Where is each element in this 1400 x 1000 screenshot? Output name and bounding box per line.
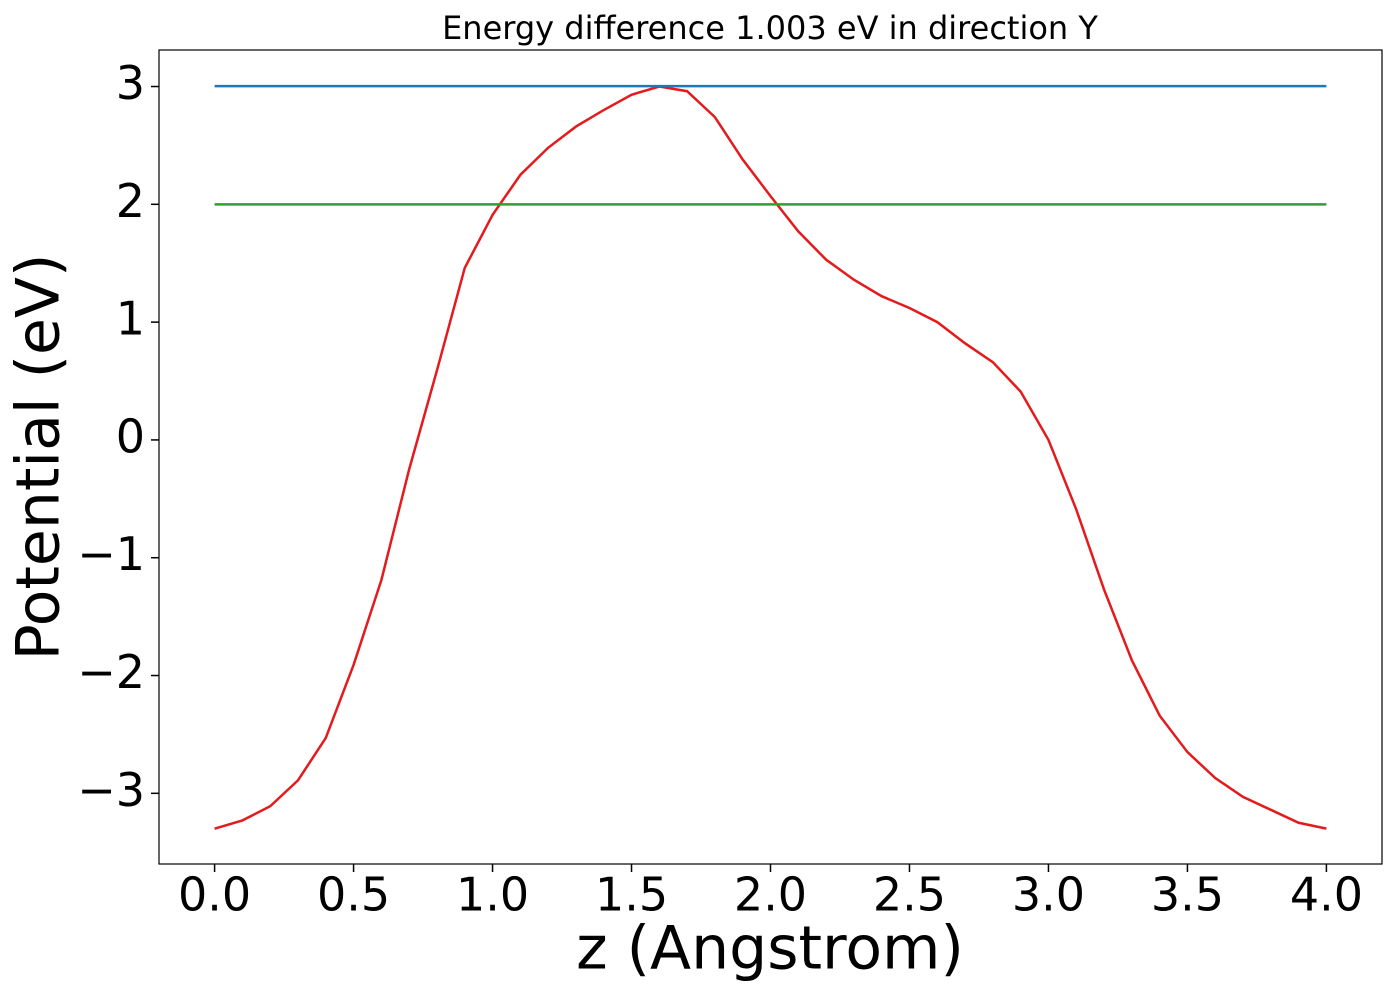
x-tick-label: 3.0 bbox=[1012, 868, 1085, 922]
y-tick-label: −3 bbox=[77, 763, 145, 817]
y-axis-label: Potential (eV) bbox=[4, 254, 74, 661]
x-tick-label: 0.5 bbox=[317, 868, 390, 922]
y-tick-label: −2 bbox=[77, 645, 145, 699]
x-tick-label: 3.5 bbox=[1151, 868, 1224, 922]
x-tick-label: 1.0 bbox=[456, 868, 529, 922]
x-tick-label: 0.0 bbox=[178, 868, 251, 922]
x-tick-label: 2.5 bbox=[873, 868, 946, 922]
x-tick-label: 4.0 bbox=[1290, 868, 1363, 922]
x-tick-label: 1.5 bbox=[595, 868, 668, 922]
y-tick-label: −1 bbox=[77, 527, 145, 581]
y-tick-label: 0 bbox=[116, 409, 145, 463]
x-tick-label: 2.0 bbox=[734, 868, 807, 922]
chart-title: Energy difference 1.003 eV in direction … bbox=[442, 9, 1098, 47]
x-axis-label: z (Angstrom) bbox=[576, 914, 964, 984]
line-series bbox=[214, 85, 1327, 830]
y-tick-label: 2 bbox=[116, 174, 145, 228]
y-tick-label: 3 bbox=[116, 56, 145, 110]
plot-frame bbox=[158, 49, 1383, 865]
y-tick-label: 1 bbox=[116, 292, 145, 346]
